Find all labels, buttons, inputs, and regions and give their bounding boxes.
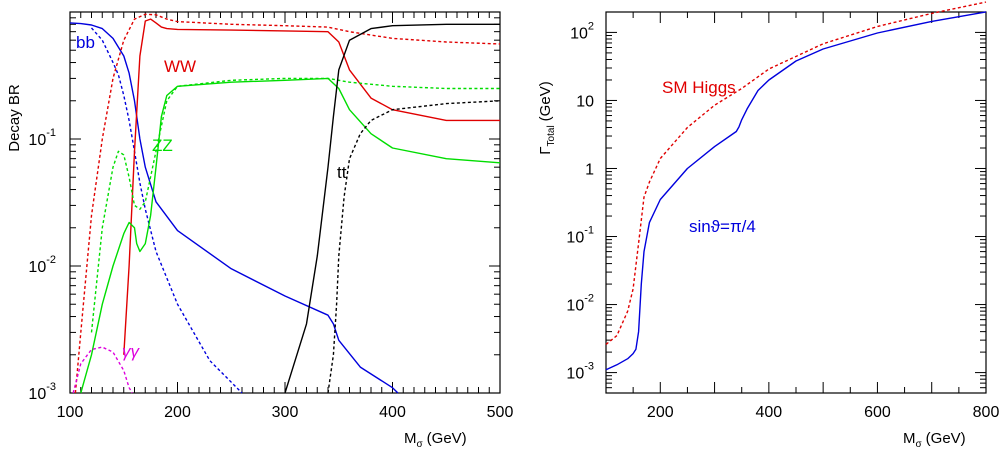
series-line-5 <box>90 77 500 333</box>
series-label-ww: WW <box>164 57 196 76</box>
series-line-7 <box>327 100 501 394</box>
x-tick-label: 400 <box>379 404 406 421</box>
right-chart: 200 400 600 800 102 10 1 10-1 10-2 10-3 ΓTotal(Ge… <box>537 1 999 450</box>
right-tick-labels: 200 400 600 800 102 10 1 10-1 10-2 10-3 <box>566 20 999 421</box>
series-line-6 <box>284 23 500 394</box>
series-line-8 <box>72 346 133 394</box>
series-label-zz: ZZ <box>152 136 173 155</box>
right-plot-frame <box>605 11 987 394</box>
x-tick-label: 300 <box>272 404 299 421</box>
series-label-sin-theta: sinϑ=π/4 <box>689 217 756 236</box>
right-ticks <box>605 12 987 393</box>
left-curves <box>69 13 501 394</box>
series-line-4 <box>80 77 501 394</box>
y-tick-label: 102 <box>570 20 594 42</box>
series-line-0 <box>605 1 987 345</box>
left-chart: 100200300400500110-110-210-3 Decay BR Mσ… <box>6 11 514 450</box>
y-tick-label: 10-1 <box>566 225 594 247</box>
right-y-axis-label: ΓTotal(GeV) <box>537 81 557 154</box>
series-label-bb: bb <box>76 33 95 52</box>
series-line-2 <box>123 18 500 355</box>
x-tick-label: 100 <box>57 404 84 421</box>
y-tick-label: 10-2 <box>28 254 56 276</box>
y-tick-label: 10 <box>576 93 594 110</box>
left-ticks <box>69 11 501 394</box>
x-tick-label: 600 <box>864 404 891 421</box>
left-x-axis-label: Mσ (GeV) <box>404 430 467 450</box>
y-tick-label: 10-2 <box>566 293 594 315</box>
x-tick-label: 800 <box>973 404 1000 421</box>
series-label-sm-higgs: SM Higgs <box>662 78 736 97</box>
left-tick-labels: 100200300400500110-110-210-3 <box>28 127 514 421</box>
x-tick-label: 200 <box>164 404 191 421</box>
y-tick-label: 10-1 <box>28 127 56 149</box>
series-line-1 <box>605 11 987 371</box>
left-y-axis-label: Decay BR <box>6 84 23 152</box>
x-tick-label: 400 <box>756 404 783 421</box>
series-line-3 <box>74 13 501 394</box>
right-x-axis-label: Mσ (GeV) <box>903 430 966 450</box>
series-label-gammagamma: γγ <box>122 342 141 361</box>
y-tick-label: 10-3 <box>28 381 56 403</box>
x-tick-label: 500 <box>487 404 514 421</box>
series-label-tt: tt <box>337 163 347 182</box>
x-tick-label: 200 <box>647 404 674 421</box>
y-tick-label: 1 <box>585 161 594 178</box>
series-line-0 <box>69 22 399 394</box>
right-curves <box>605 1 987 371</box>
y-tick-label: 10-3 <box>566 361 594 383</box>
